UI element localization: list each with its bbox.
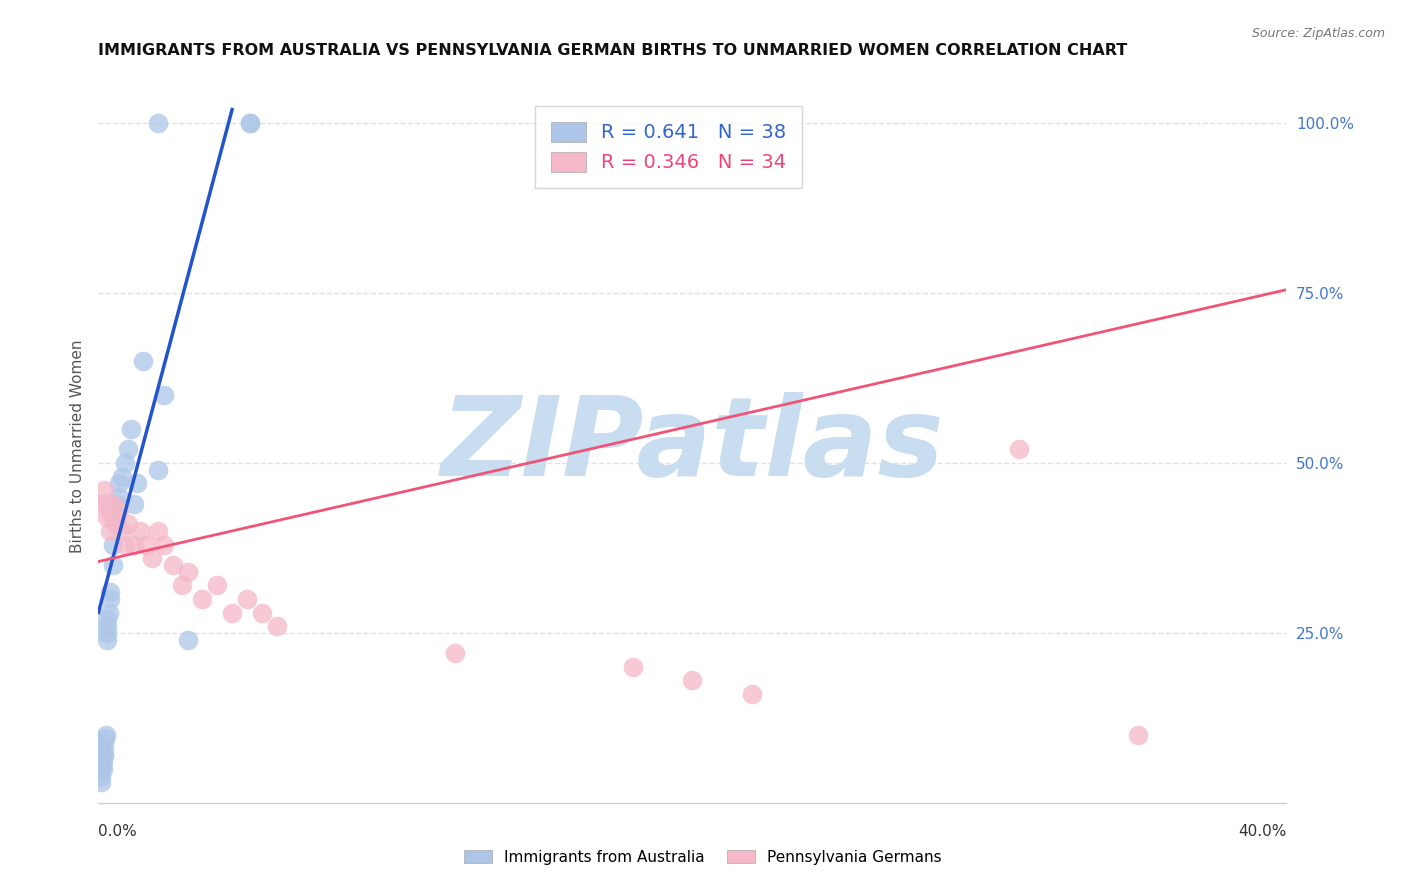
Point (221, 606, 243, 620)
Point (90, 769, 112, 783)
Point (117, 517, 139, 532)
Point (93, 483, 115, 498)
Point (682, 673, 704, 688)
Point (239, 116, 262, 130)
Point (98, 503, 121, 517)
Point (96, 626, 118, 640)
Point (111, 524, 134, 538)
Point (176, 632, 198, 647)
Point (98, 591, 121, 606)
Point (93, 748, 115, 763)
Point (122, 497, 145, 511)
Point (108, 476, 131, 491)
Point (96, 497, 118, 511)
Point (146, 524, 169, 538)
Point (103, 537, 125, 551)
Point (93, 748, 115, 763)
Text: IMMIGRANTS FROM AUSTRALIA VS PENNSYLVANIA GERMAN BIRTHS TO UNMARRIED WOMEN CORRE: IMMIGRANTS FROM AUSTRALIA VS PENNSYLVANI… (98, 43, 1128, 58)
Point (114, 456, 136, 470)
Point (103, 558, 125, 572)
Point (1008, 442, 1031, 457)
Point (741, 687, 763, 701)
Text: Source: ZipAtlas.com: Source: ZipAtlas.com (1251, 27, 1385, 40)
Point (90, 497, 112, 511)
Point (125, 476, 148, 491)
Point (91, 755, 114, 769)
Point (103, 497, 125, 511)
Point (93, 734, 115, 748)
Point (105, 497, 128, 511)
Point (108, 503, 131, 517)
Point (97, 606, 120, 620)
Point (105, 510, 128, 524)
Point (129, 524, 152, 538)
Point (152, 537, 174, 551)
Point (98, 524, 121, 538)
Point (117, 442, 139, 457)
Point (114, 537, 136, 551)
Point (236, 591, 259, 606)
Point (94, 728, 117, 742)
Text: 40.0%: 40.0% (1239, 824, 1286, 838)
Point (621, 660, 644, 674)
Point (170, 578, 193, 592)
Point (91, 755, 114, 769)
Point (191, 591, 214, 606)
Point (176, 565, 198, 579)
Point (120, 422, 142, 436)
Point (103, 510, 125, 524)
Point (141, 551, 163, 566)
Point (96, 510, 118, 524)
Point (91, 762, 114, 776)
Point (135, 537, 157, 551)
Point (105, 517, 128, 532)
Point (132, 354, 155, 368)
Point (90, 775, 112, 789)
Point (152, 388, 174, 402)
Point (111, 469, 134, 483)
Point (94, 731, 117, 746)
Point (96, 612, 118, 626)
Point (250, 606, 273, 620)
Point (146, 116, 169, 130)
Point (98, 585, 121, 599)
Point (146, 463, 169, 477)
Point (162, 558, 184, 572)
Point (207, 578, 229, 592)
Point (443, 646, 465, 660)
Legend: Immigrants from Australia, Pennsylvania Germans: Immigrants from Australia, Pennsylvania … (458, 844, 948, 871)
Point (239, 116, 262, 130)
Point (266, 619, 288, 633)
Point (122, 537, 145, 551)
Point (108, 490, 131, 504)
Legend: R = 0.641   N = 38, R = 0.346   N = 34: R = 0.641 N = 38, R = 0.346 N = 34 (536, 106, 801, 188)
Point (1126, 728, 1149, 742)
Point (93, 741, 115, 756)
Point (96, 619, 118, 633)
Point (96, 632, 118, 647)
Point (90, 762, 112, 776)
Text: 0.0%: 0.0% (98, 824, 138, 838)
Text: ZIPatlas: ZIPatlas (440, 392, 945, 500)
Y-axis label: Births to Unmarried Women: Births to Unmarried Women (69, 339, 84, 553)
